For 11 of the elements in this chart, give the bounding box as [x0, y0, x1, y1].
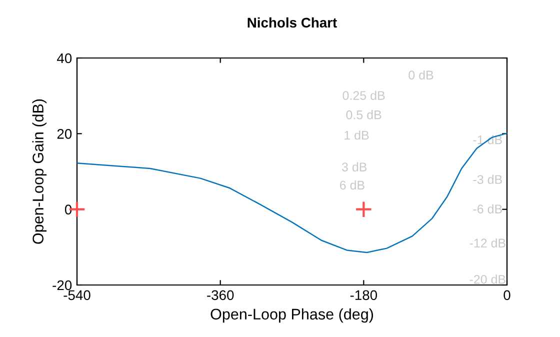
x-tick-label: -540 — [64, 290, 90, 300]
y-tick-label: -20 — [52, 280, 72, 290]
y-tick-label: 20 — [57, 129, 72, 139]
x-tick-label: -180 — [350, 290, 378, 300]
y-tick-label: 40 — [57, 53, 72, 64]
y-axis-title: Open-Loop Gain (dB) — [32, 99, 47, 244]
chart-title: Nichols Chart — [248, 17, 337, 28]
x-axis-title: Open-Loop Phase (deg) — [210, 308, 374, 323]
x-tick-label: 0 — [504, 290, 510, 300]
x-tick-label: -360 — [207, 290, 234, 300]
line-series — [77, 132, 507, 254]
